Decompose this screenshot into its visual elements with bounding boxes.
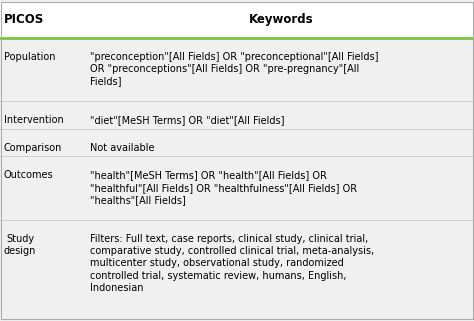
Bar (0, 101, 474, 129)
Text: Keywords: Keywords (248, 13, 313, 26)
Text: "preconception"[All Fields] OR "preconceptional"[All Fields]
OR "preconceptions": "preconception"[All Fields] OR "preconce… (90, 52, 378, 86)
Bar (0, 129, 474, 156)
Text: Filters: Full text, case reports, clinical study, clinical trial,
comparative st: Filters: Full text, case reports, clinic… (90, 234, 374, 293)
Text: Not available: Not available (90, 143, 154, 152)
Text: Study
design: Study design (4, 234, 36, 256)
Text: Outcomes: Outcomes (4, 170, 54, 180)
Bar (0, 220, 474, 319)
Bar (0, 2, 474, 38)
Text: "health"[MeSH Terms] OR "health"[All Fields] OR
"healthful"[All Fields] OR "heal: "health"[MeSH Terms] OR "health"[All Fie… (90, 170, 357, 205)
Text: Population: Population (4, 52, 55, 62)
Bar (0, 156, 474, 220)
Text: Comparison: Comparison (4, 143, 63, 152)
Bar (0, 38, 474, 101)
Text: "diet"[MeSH Terms] OR "diet"[All Fields]: "diet"[MeSH Terms] OR "diet"[All Fields] (90, 115, 284, 125)
Text: Intervention: Intervention (4, 115, 64, 125)
Text: PICOS: PICOS (4, 13, 44, 26)
